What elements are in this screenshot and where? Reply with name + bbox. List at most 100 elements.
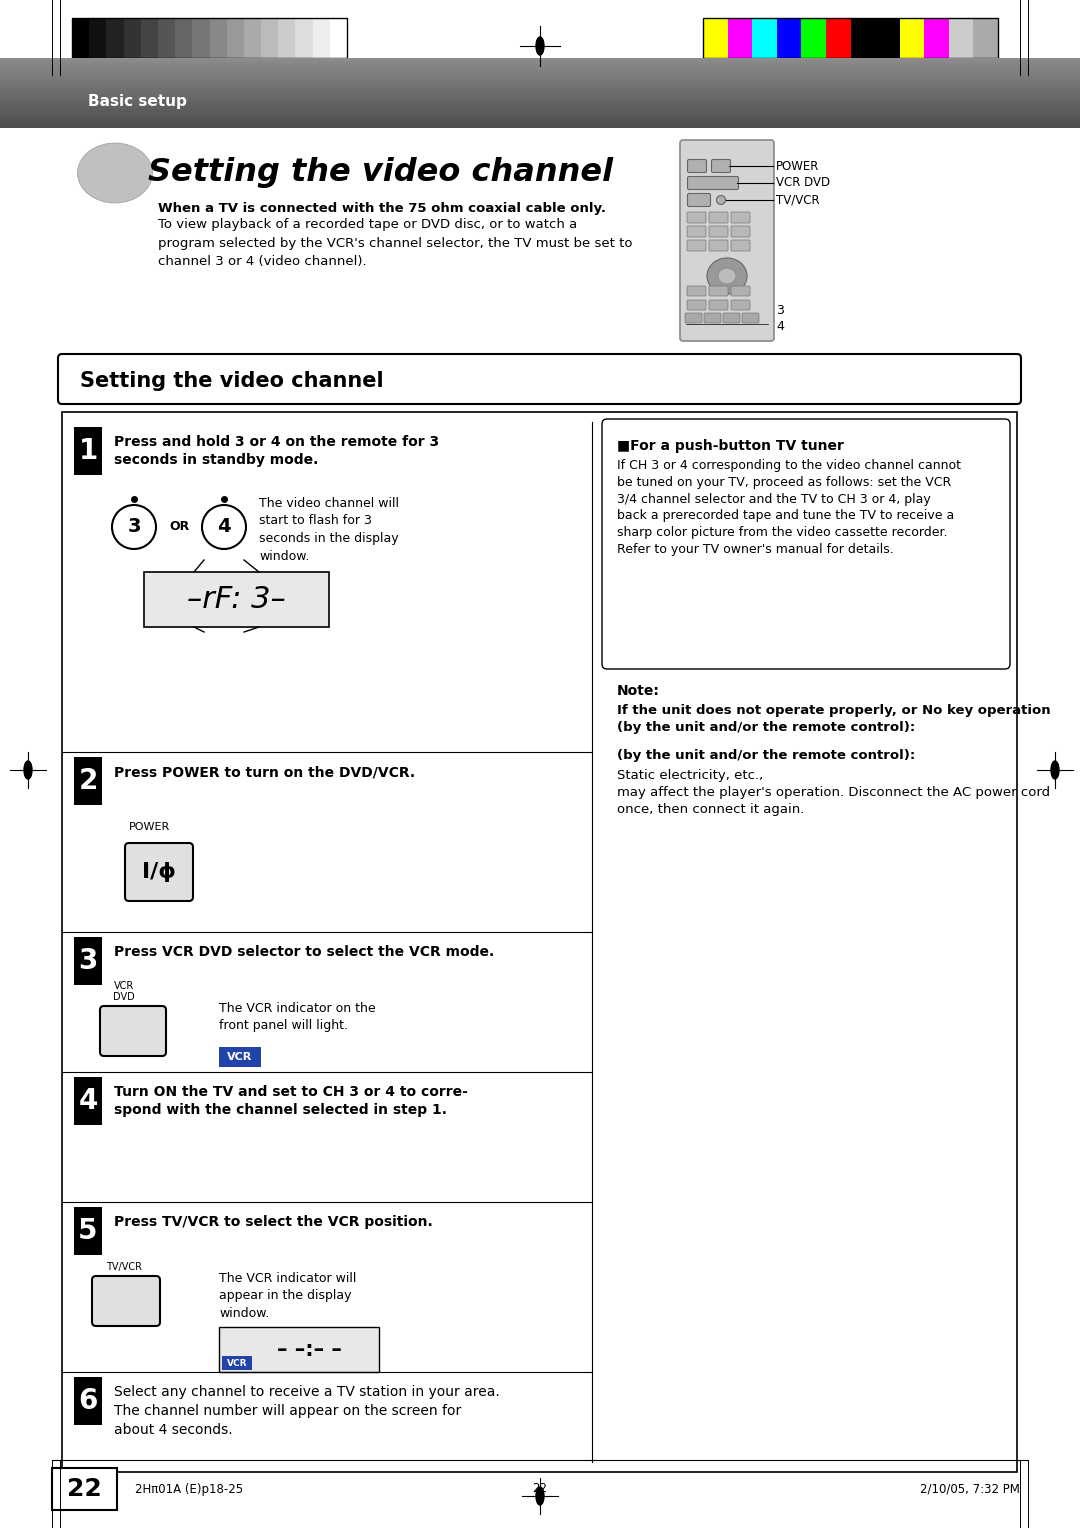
Bar: [0, 115, 1080, 116]
Bar: [703, 18, 728, 58]
Bar: [0, 125, 1080, 127]
Bar: [0, 78, 1080, 79]
Bar: [0, 61, 1080, 63]
Bar: [0, 73, 1080, 75]
Text: VCR: VCR: [228, 1051, 253, 1062]
FancyBboxPatch shape: [687, 226, 706, 237]
Bar: [90, 18, 106, 58]
Bar: [75, 1377, 102, 1426]
Bar: [329, 18, 347, 58]
Bar: [0, 121, 1080, 122]
FancyBboxPatch shape: [708, 286, 728, 296]
Text: Select any channel to receive a TV station in your area.
The channel number will: Select any channel to receive a TV stati…: [114, 1384, 500, 1436]
Bar: [140, 18, 158, 58]
Text: 3: 3: [79, 947, 97, 975]
Bar: [0, 76, 1080, 78]
FancyBboxPatch shape: [688, 194, 711, 206]
Bar: [0, 89, 1080, 90]
Text: VCR
DVD: VCR DVD: [113, 981, 135, 1002]
Text: Note:: Note:: [617, 685, 660, 698]
Bar: [279, 18, 296, 58]
Text: –rF: 3–: –rF: 3–: [187, 585, 286, 614]
Bar: [192, 18, 210, 58]
FancyBboxPatch shape: [687, 299, 706, 310]
Bar: [0, 60, 1080, 61]
Bar: [0, 98, 1080, 99]
Bar: [72, 18, 347, 58]
Bar: [0, 107, 1080, 110]
Text: VCR DVD: VCR DVD: [777, 177, 831, 189]
Ellipse shape: [1051, 761, 1059, 779]
FancyBboxPatch shape: [708, 240, 728, 251]
Bar: [219, 1326, 379, 1372]
Bar: [0, 107, 1080, 108]
FancyBboxPatch shape: [731, 286, 750, 296]
Ellipse shape: [78, 144, 152, 203]
FancyBboxPatch shape: [602, 419, 1010, 669]
FancyBboxPatch shape: [731, 226, 750, 237]
Text: POWER: POWER: [129, 822, 171, 833]
Bar: [75, 756, 102, 805]
Text: If the unit does not operate properly, or No key operation
(by the unit and/or t: If the unit does not operate properly, o…: [617, 704, 1051, 733]
Bar: [0, 70, 1080, 72]
Bar: [0, 102, 1080, 104]
Bar: [222, 1355, 252, 1371]
FancyBboxPatch shape: [688, 159, 706, 173]
Bar: [210, 18, 227, 58]
FancyBboxPatch shape: [731, 299, 750, 310]
FancyBboxPatch shape: [125, 843, 193, 902]
Bar: [0, 63, 1080, 64]
Bar: [75, 937, 102, 986]
Bar: [0, 102, 1080, 104]
Bar: [0, 92, 1080, 93]
FancyBboxPatch shape: [708, 299, 728, 310]
Bar: [0, 105, 1080, 107]
FancyBboxPatch shape: [687, 212, 706, 223]
Bar: [0, 95, 1080, 96]
Text: Basic setup: Basic setup: [87, 93, 187, 108]
Ellipse shape: [536, 37, 544, 55]
Bar: [0, 93, 1080, 95]
Bar: [0, 63, 1080, 66]
Ellipse shape: [24, 761, 32, 779]
Bar: [0, 69, 1080, 70]
Bar: [0, 58, 1080, 60]
FancyBboxPatch shape: [731, 240, 750, 251]
FancyBboxPatch shape: [58, 354, 1021, 403]
Bar: [0, 73, 1080, 75]
Text: 1: 1: [79, 437, 97, 465]
Bar: [851, 18, 875, 58]
Bar: [0, 75, 1080, 76]
Bar: [0, 66, 1080, 67]
Text: 3: 3: [127, 518, 140, 536]
Text: Setting the video channel: Setting the video channel: [80, 371, 383, 391]
Text: 5: 5: [78, 1216, 98, 1245]
Bar: [0, 84, 1080, 86]
Text: TV/VCR: TV/VCR: [106, 1262, 141, 1271]
Bar: [0, 108, 1080, 110]
Bar: [106, 18, 123, 58]
Bar: [0, 67, 1080, 69]
Bar: [0, 58, 1080, 60]
Bar: [62, 413, 1017, 1471]
Bar: [0, 90, 1080, 92]
FancyBboxPatch shape: [708, 226, 728, 237]
Bar: [219, 1047, 261, 1067]
Bar: [949, 18, 973, 58]
Text: 6: 6: [79, 1387, 97, 1415]
FancyBboxPatch shape: [708, 212, 728, 223]
Bar: [244, 18, 261, 58]
FancyBboxPatch shape: [731, 212, 750, 223]
Bar: [75, 426, 102, 475]
Bar: [0, 83, 1080, 86]
Text: VCR: VCR: [227, 1358, 247, 1368]
Text: Press POWER to turn on the DVD/VCR.: Press POWER to turn on the DVD/VCR.: [114, 766, 415, 779]
Text: Static electricity, etc.,
may affect the player's operation. Disconnect the AC p: Static electricity, etc., may affect the…: [617, 769, 1050, 816]
Bar: [72, 18, 90, 58]
Bar: [0, 104, 1080, 105]
Bar: [312, 18, 329, 58]
Text: 3: 3: [777, 304, 784, 318]
Ellipse shape: [718, 267, 735, 284]
Text: 22: 22: [67, 1478, 102, 1500]
Bar: [0, 96, 1080, 98]
